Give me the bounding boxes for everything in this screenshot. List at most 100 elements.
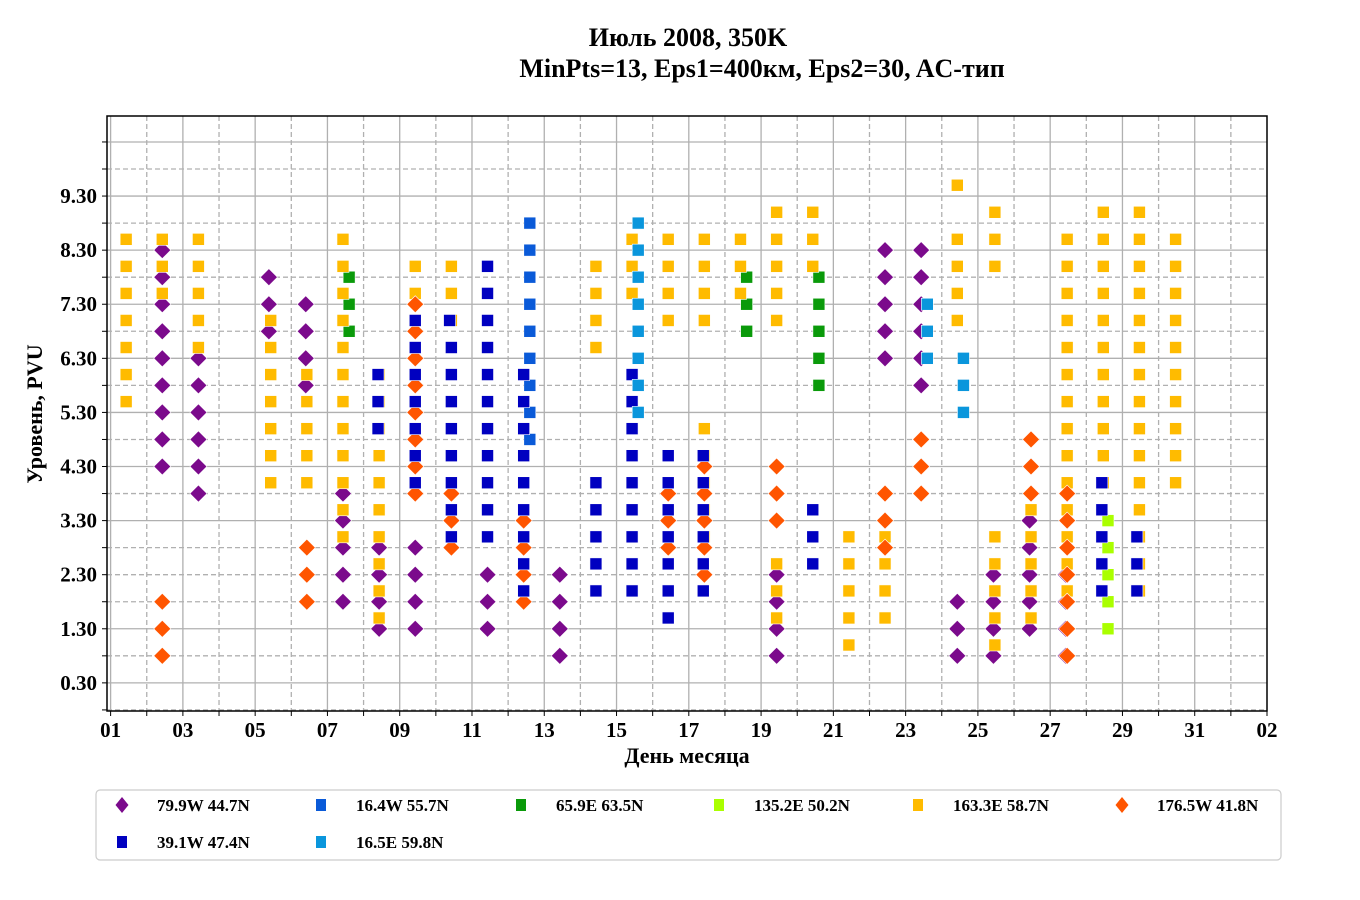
data-point (659, 484, 678, 503)
data-point (445, 422, 458, 435)
data-point (661, 611, 675, 625)
data-point (372, 611, 386, 625)
data-point (1130, 557, 1144, 571)
data-point (189, 376, 208, 395)
data-point (876, 349, 894, 368)
data-point (988, 233, 1002, 246)
data-point (921, 297, 934, 311)
x-tick-label: 29 (1112, 718, 1133, 742)
data-point (951, 314, 964, 327)
data-point (1020, 565, 1039, 584)
data-point (912, 457, 931, 476)
data-point (988, 205, 1002, 219)
legend-item: 16.5E 59.8N (316, 833, 444, 852)
data-point (876, 295, 894, 314)
data-point (988, 530, 1002, 544)
data-point (806, 557, 820, 571)
data-point (695, 538, 714, 557)
data-point (912, 484, 931, 503)
data-point (988, 557, 1002, 571)
data-point (1101, 568, 1115, 581)
data-point (625, 395, 639, 408)
data-point (770, 233, 783, 246)
data-point (1024, 503, 1038, 517)
data-point (1096, 287, 1110, 300)
data-point (406, 538, 425, 557)
data-point (406, 403, 425, 422)
x-tick-label: 13 (534, 718, 555, 742)
data-point (740, 324, 753, 338)
data-point (734, 233, 747, 246)
data-point (334, 484, 352, 503)
data-point (1024, 584, 1038, 598)
data-point (1020, 592, 1039, 611)
data-point (1022, 430, 1040, 449)
data-point (842, 557, 856, 571)
data-point (695, 565, 714, 584)
data-point (1058, 592, 1077, 611)
data-point (1060, 341, 1074, 354)
data-point (1060, 368, 1074, 381)
y-tick-label: 4.30 (60, 455, 97, 479)
data-point (189, 430, 208, 449)
data-point (625, 530, 639, 544)
data-point (698, 287, 711, 300)
x-tick-label: 05 (245, 718, 266, 742)
data-point (1024, 530, 1038, 544)
data-point (445, 503, 458, 517)
data-point (1133, 314, 1146, 327)
data-point (812, 297, 826, 311)
data-point (406, 619, 425, 638)
data-point (523, 270, 537, 284)
data-point (1169, 395, 1182, 408)
y-tick-label: 5.30 (60, 400, 97, 424)
data-point (770, 611, 783, 625)
data-point (445, 395, 458, 408)
data-point (153, 430, 172, 449)
series-0 (153, 241, 1075, 665)
data-point (812, 352, 826, 365)
data-point (659, 538, 678, 557)
data-point (1096, 314, 1110, 327)
data-point (336, 260, 350, 273)
data-point (296, 322, 315, 341)
data-point (951, 233, 964, 246)
legend-label: 163.3E 58.7N (953, 796, 1050, 815)
data-point (1060, 395, 1074, 408)
data-point (153, 376, 172, 395)
x-tick-label: 07 (317, 718, 338, 742)
data-point (192, 260, 205, 273)
data-point (481, 287, 494, 300)
data-point (408, 260, 422, 273)
data-point (517, 422, 530, 435)
data-point (806, 530, 820, 544)
data-point (371, 368, 385, 381)
data-point (625, 287, 639, 300)
data-point (334, 511, 352, 530)
data-point (342, 270, 356, 284)
data-point (192, 287, 205, 300)
data-point (951, 287, 964, 300)
data-point (589, 260, 603, 273)
data-point (631, 324, 645, 338)
data-point (1058, 538, 1077, 557)
legend-item: 39.1W 47.4N (117, 833, 250, 852)
data-point (698, 314, 711, 327)
data-point (876, 511, 894, 530)
data-point (119, 287, 133, 300)
data-point (842, 638, 856, 652)
data-point (153, 457, 172, 476)
x-tick-label: 11 (462, 718, 482, 742)
data-point (631, 216, 645, 230)
data-point (300, 422, 314, 435)
data-point (445, 449, 458, 462)
data-point (625, 449, 639, 462)
data-point (514, 592, 533, 611)
data-point (481, 503, 494, 517)
data-point (408, 368, 422, 381)
data-point (589, 314, 603, 327)
data-point (406, 484, 425, 503)
data-point (445, 287, 458, 300)
data-point (1058, 619, 1077, 638)
data-point (1095, 557, 1109, 571)
